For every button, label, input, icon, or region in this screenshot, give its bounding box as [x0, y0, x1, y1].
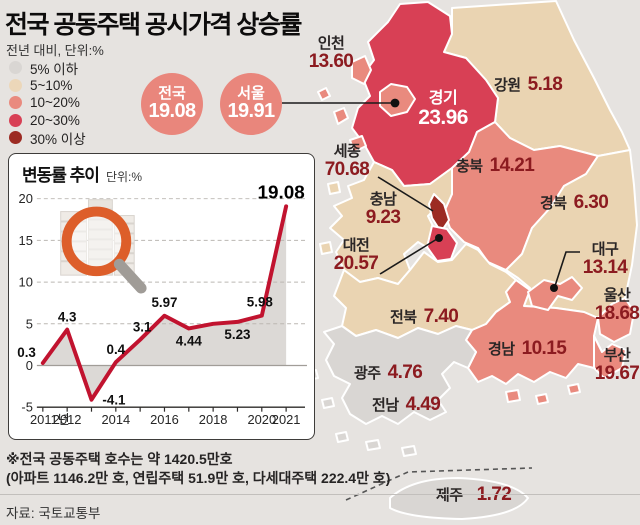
svg-text:0: 0: [26, 358, 33, 373]
region-daegu: [527, 276, 583, 311]
svg-text:20: 20: [19, 191, 33, 206]
legend-item: 5% 이하: [9, 59, 86, 77]
legend-label: 30% 이상: [30, 131, 86, 147]
legend-item: 10~20%: [9, 94, 86, 112]
southwest-islets: [305, 369, 417, 457]
jeju-divider-line: [345, 467, 533, 501]
svg-text:0.3: 0.3: [17, 345, 36, 360]
legend-label: 20~30%: [30, 112, 80, 128]
map-connectors: [282, 102, 580, 501]
map-label-daejeon: 대전 20.57: [333, 237, 379, 275]
svg-text:19.08: 19.08: [258, 181, 305, 202]
svg-text:5: 5: [26, 316, 33, 331]
magnifier-illustration: [60, 199, 147, 294]
svg-text:2014: 2014: [101, 412, 130, 427]
west-coast-islets: [319, 181, 341, 255]
map-label-gwangju: 광주 4.76: [354, 362, 423, 383]
svg-text:0.4: 0.4: [107, 342, 126, 357]
svg-text:2021: 2021: [272, 412, 301, 427]
map-label-gangwon: 강원 5.18: [494, 74, 563, 95]
map-label-daegu: 대구 13.14: [582, 241, 628, 279]
region-gyeongnam: [465, 279, 603, 385]
map-label-jeonnam: 전남 4.49: [372, 394, 441, 415]
subtitle: 전년 대비, 단위:%: [6, 43, 104, 58]
daegu-dot: [550, 284, 558, 292]
south-coast-islets: [505, 383, 581, 405]
region-incheon: [351, 55, 372, 85]
legend-label: 10~20%: [30, 95, 80, 111]
daegu-connector-line: [554, 251, 580, 287]
svg-text:15: 15: [19, 233, 33, 248]
region-busan: [593, 335, 627, 379]
map-label-jeonbuk: 전북 7.40: [390, 306, 459, 327]
badge-value: 19.91: [227, 100, 275, 123]
color-legend: 5% 이하 5~10% 10~20% 20~30% 30% 이상: [9, 59, 86, 147]
map-dots: [390, 98, 558, 292]
region-daejeon: [426, 225, 458, 262]
svg-text:2016: 2016: [150, 412, 179, 427]
map-label-jeju: 제주 1.72: [436, 484, 512, 505]
page-title: 전국 공동주택 공시가격 상승률: [5, 11, 302, 39]
national-rate-badge: 전국 19.08: [141, 73, 203, 135]
magnifier-lens: [66, 211, 127, 272]
legend-dot: [9, 113, 22, 127]
map-label-chungbuk: 충북 14.21: [456, 155, 535, 176]
region-ulsan: [597, 297, 635, 343]
map-label-chungnam: 충남 9.23: [365, 191, 401, 229]
map-label-busan: 부산 19.67: [594, 347, 640, 385]
trend-chart-panel: 변동률 추이 단위:% 20 15 10 5 0 -5 2011년 2012 2014 2016 2…: [8, 153, 315, 440]
footer-divider: [0, 494, 640, 495]
sejong-connector-line: [377, 176, 434, 212]
legend-item: 20~30%: [9, 112, 86, 130]
legend-dot: [9, 78, 22, 92]
svg-text:2012: 2012: [53, 412, 82, 427]
svg-text:3.1: 3.1: [133, 320, 152, 335]
map-label-sejong: 세종 70.68: [324, 143, 370, 181]
svg-text:5.98: 5.98: [247, 295, 274, 310]
svg-text:10: 10: [19, 275, 33, 290]
magnifier-ring: [61, 206, 132, 277]
svg-text:5.23: 5.23: [224, 327, 250, 342]
chart-unit-label: 단위:%: [105, 170, 143, 184]
seoul-rate-badge: 서울 19.91: [220, 73, 282, 135]
svg-text:4.44: 4.44: [176, 333, 203, 348]
svg-text:2011년: 2011년: [30, 412, 70, 427]
seoul-dot: [390, 98, 400, 108]
region-jeju: [389, 477, 529, 520]
svg-text:2018: 2018: [199, 412, 228, 427]
footnote-line2: (아파트 1146.2만 호, 연립주택 51.9만 호, 다세대주택 222.…: [6, 470, 391, 486]
daejeon-connector-line: [379, 238, 438, 275]
svg-text:-5: -5: [21, 400, 32, 415]
legend-item: 5~10%: [9, 77, 86, 95]
chart-header: 변동률 추이 단위:%: [22, 161, 142, 186]
legend-dot: [9, 131, 22, 145]
legend-item: 30% 이상: [9, 129, 86, 147]
magnifier-handle: [113, 258, 147, 294]
incheon-islands: [317, 87, 367, 153]
svg-text:2020: 2020: [247, 412, 276, 427]
source-credit: 자료: 국토교통부: [6, 506, 101, 521]
legend-label: 5% 이하: [30, 61, 79, 77]
legend-dot: [9, 61, 22, 75]
region-jeonnam: [323, 325, 477, 425]
daejeon-dot: [435, 234, 443, 242]
chart-title: 변동률 추이: [22, 166, 100, 185]
badge-value: 19.08: [148, 100, 196, 123]
svg-text:-4.1: -4.1: [102, 393, 126, 408]
map-label-incheon: 인천 13.60: [308, 35, 354, 73]
map-label-gyeongnam: 경남 10.15: [488, 338, 567, 359]
badge-name: 전국: [158, 84, 186, 102]
map-label-gyeonggi: 경기 23.96: [418, 90, 468, 130]
badge-name: 서울: [237, 84, 265, 102]
legend-dot: [9, 96, 22, 110]
footnote-line1: ※전국 공동주택 호수는 약 1420.5만호: [6, 451, 233, 467]
svg-text:4.3: 4.3: [58, 310, 77, 325]
map-label-ulsan: 울산 18.68: [594, 287, 640, 325]
svg-text:5.97: 5.97: [151, 295, 177, 310]
map-label-gyeongbuk: 경북 6.30: [540, 192, 609, 213]
legend-label: 5~10%: [30, 77, 73, 93]
